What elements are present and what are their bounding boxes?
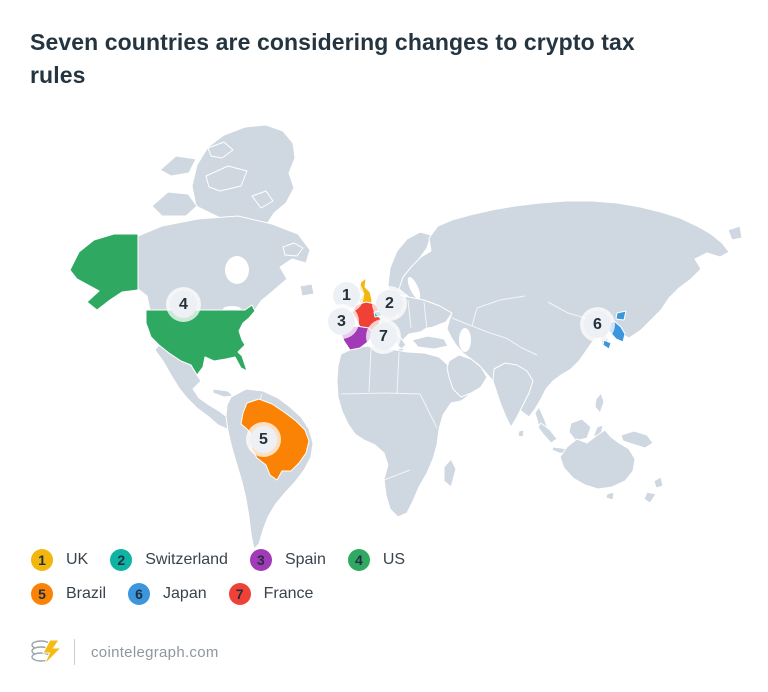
legend-dot-spain: 3 [249, 549, 272, 571]
country-us [145, 304, 256, 376]
country-borders [255, 295, 601, 481]
legend-label-us: US [382, 551, 406, 568]
legend-row-1: 1 UK 2 Switzerland 3 Spain 4 US [31, 548, 405, 572]
legend-item-japan: 6 Japan [128, 583, 207, 605]
footer-divider [74, 639, 75, 665]
country-alaska-us [69, 233, 139, 311]
legend-dot-france: 7 [228, 583, 251, 605]
legend-item-us: 4 US [347, 549, 406, 571]
legend-item-france: 7 France [228, 583, 314, 605]
legend: 1 UK 2 Switzerland 3 Spain 4 US 5 Brazil [31, 548, 405, 616]
legend-dot-uk: 1 [31, 549, 53, 571]
legend-label-spain: Spain [284, 551, 326, 568]
map-marker-us: 4 [170, 291, 197, 318]
legend-row-2: 5 Brazil 6 Japan 7 France [31, 582, 405, 606]
legend-item-brazil: 5 Brazil [31, 583, 106, 605]
country-australia [559, 429, 636, 490]
legend-dot-brazil: 5 [31, 583, 53, 605]
map-marker-japan: 6 [584, 311, 611, 338]
map-marker-switzerland: 2 [376, 290, 403, 317]
country-japan-kyushu [602, 339, 612, 350]
map-marker-uk: 1 [333, 282, 360, 309]
legend-item-uk: 1 UK [31, 549, 88, 571]
country-japan-honshu [606, 320, 626, 343]
footer-site-url: cointelegraph.com [91, 643, 219, 661]
legend-dot-switzerland: 2 [110, 549, 133, 571]
region-arabia [446, 354, 488, 398]
continent-africa [336, 345, 470, 518]
map-marker-brazil: 5 [250, 426, 277, 453]
cointelegraph-logo-icon [31, 639, 63, 666]
legend-item-spain: 3 Spain [249, 549, 326, 571]
country-canada [137, 215, 311, 311]
legend-label-uk: UK [66, 551, 89, 568]
map-marker-spain: 3 [328, 308, 355, 335]
legend-label-japan: Japan [163, 585, 207, 602]
footer: cointelegraph.com [30, 636, 219, 668]
legend-label-brazil: Brazil [66, 585, 107, 602]
page-title: Seven countries are considering changes … [30, 29, 635, 88]
map-marker-france: 7 [370, 323, 397, 350]
legend-label-france: France [263, 585, 314, 602]
legend-item-switzerland: 2 Switzerland [110, 549, 228, 571]
country-japan-hokkaido [615, 310, 627, 321]
legend-dot-us: 4 [347, 549, 370, 571]
legend-dot-japan: 6 [128, 583, 151, 605]
legend-label-switzerland: Switzerland [145, 551, 228, 568]
country-india [492, 362, 534, 428]
